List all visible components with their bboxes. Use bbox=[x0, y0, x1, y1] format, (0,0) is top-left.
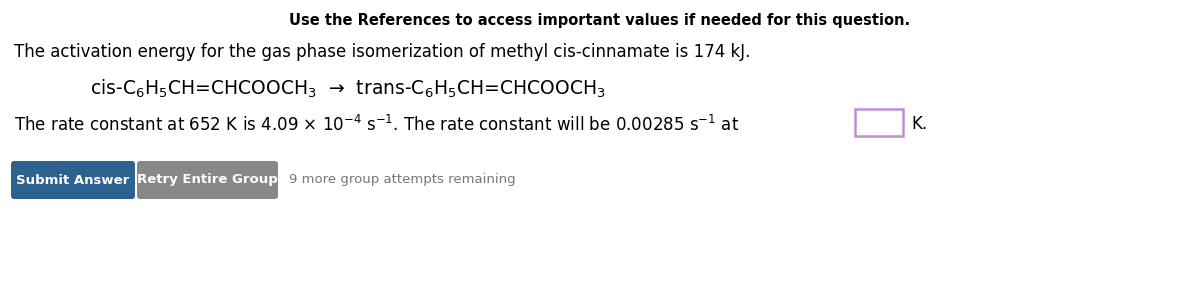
Text: The activation energy for the gas phase isomerization of methyl cis-cinnamate is: The activation energy for the gas phase … bbox=[14, 43, 750, 61]
Text: The rate constant at 652 K is 4.09 × 10$^{-4}$ s$^{-1}$. The rate constant will : The rate constant at 652 K is 4.09 × 10$… bbox=[14, 115, 739, 135]
FancyBboxPatch shape bbox=[854, 109, 904, 136]
Text: 9 more group attempts remaining: 9 more group attempts remaining bbox=[289, 173, 516, 187]
Text: Submit Answer: Submit Answer bbox=[17, 173, 130, 187]
Text: Retry Entire Group: Retry Entire Group bbox=[137, 173, 278, 187]
Text: Use the References to access important values if needed for this question.: Use the References to access important v… bbox=[289, 13, 911, 28]
FancyBboxPatch shape bbox=[11, 161, 134, 199]
Text: cis-C$_6$H$_5$CH=CHCOOCH$_3$  →  trans-C$_6$H$_5$CH=CHCOOCH$_3$: cis-C$_6$H$_5$CH=CHCOOCH$_3$ → trans-C$_… bbox=[90, 78, 606, 100]
Text: |: | bbox=[859, 115, 865, 133]
FancyBboxPatch shape bbox=[137, 161, 278, 199]
Text: K.: K. bbox=[911, 115, 928, 133]
